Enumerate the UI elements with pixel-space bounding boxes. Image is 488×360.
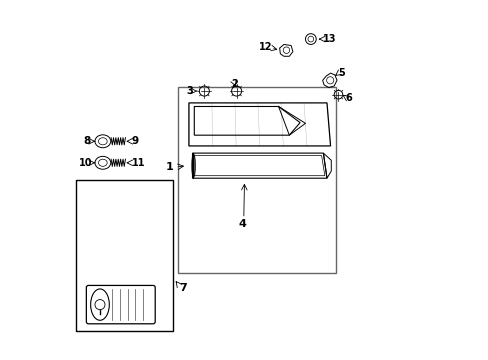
Text: 1: 1 — [166, 162, 173, 172]
Text: 10: 10 — [79, 158, 93, 168]
Text: 7: 7 — [179, 283, 186, 293]
Bar — [178, 87, 335, 273]
Text: 9: 9 — [131, 136, 139, 146]
Text: 3: 3 — [186, 86, 193, 96]
Text: 6: 6 — [344, 93, 351, 103]
Text: 4: 4 — [238, 219, 246, 229]
Text: 12: 12 — [258, 42, 271, 52]
Text: 11: 11 — [131, 158, 145, 168]
Text: 5: 5 — [338, 68, 345, 78]
Text: 8: 8 — [83, 136, 91, 146]
Bar — [76, 180, 172, 330]
Text: 13: 13 — [322, 34, 335, 44]
Text: 2: 2 — [231, 79, 238, 89]
